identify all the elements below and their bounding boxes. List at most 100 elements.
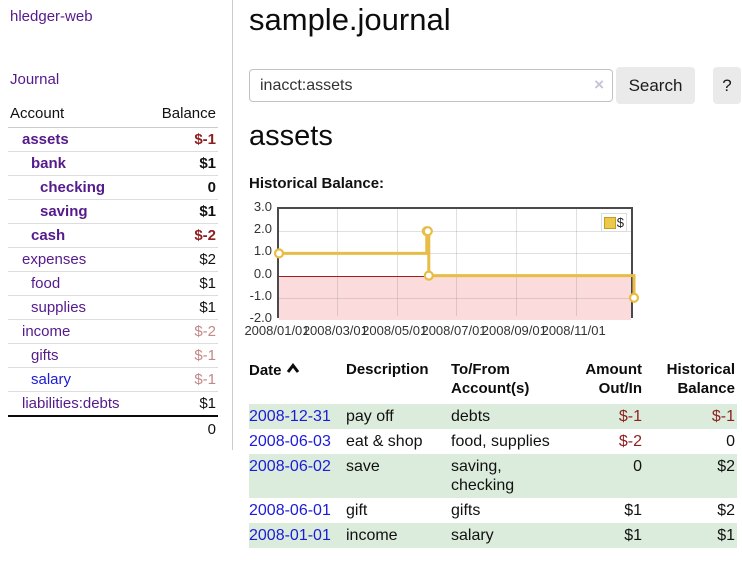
transaction-date-link[interactable]: 2008-01-01 bbox=[249, 527, 331, 544]
transaction-balance: $-1 bbox=[644, 404, 737, 429]
account-link[interactable]: salary bbox=[31, 371, 72, 388]
accounts-header-account: Account bbox=[8, 101, 146, 128]
transaction-accounts: debts bbox=[451, 404, 563, 429]
account-balance: $1 bbox=[145, 151, 218, 176]
accounts-total-value: 0 bbox=[145, 415, 218, 442]
account-balance: $-1 bbox=[145, 343, 218, 368]
transaction-date-link[interactable]: 2008-12-31 bbox=[249, 408, 331, 425]
page-title: sample.journal bbox=[249, 2, 451, 37]
y-axis-tick-label: -2.0 bbox=[249, 310, 272, 325]
account-row: supplies $1 bbox=[8, 295, 218, 320]
account-balance: $1 bbox=[145, 199, 218, 224]
account-balance: $-2 bbox=[145, 319, 218, 344]
x-axis-tick-label: 2008/07/01 bbox=[421, 323, 487, 338]
transaction-date-cell: 2008-12-31 bbox=[249, 404, 346, 429]
transaction-balance: $1 bbox=[644, 523, 737, 548]
transaction-balance: 0 bbox=[726, 433, 735, 450]
search-input[interactable] bbox=[249, 69, 613, 102]
transaction-description: pay off bbox=[346, 404, 451, 429]
transaction-amount: $1 bbox=[563, 523, 644, 548]
chart-negative-region bbox=[279, 275, 631, 320]
account-row: liabilities:debts $1 bbox=[8, 392, 218, 417]
transaction-accounts: saving, checking bbox=[451, 454, 563, 498]
x-axis-tick-label: 2008/11/01 bbox=[541, 323, 606, 338]
column-header-label: To/From Account(s) bbox=[451, 361, 530, 397]
help-button[interactable]: ? bbox=[713, 67, 741, 104]
account-cell: salary bbox=[8, 367, 146, 392]
app-title-link[interactable]: hledger-web bbox=[10, 8, 93, 25]
account-row: checking 0 bbox=[8, 175, 218, 200]
historical-balance-chart: $ 3.0 2.0 1.0 0.0 -1.0 -2.0 2008/01/01 2008/03/… bbox=[244, 199, 742, 352]
account-link[interactable]: expenses bbox=[22, 251, 87, 268]
transaction-date-link[interactable]: 2008-06-03 bbox=[249, 433, 331, 450]
account-link[interactable]: bank bbox=[31, 155, 67, 172]
transaction-row: 2008-06-03 eat & shop food, supplies $-2 0 bbox=[249, 429, 737, 454]
chart-horizontal-gridline bbox=[279, 297, 631, 299]
column-header-date[interactable]: Date bbox=[249, 358, 346, 404]
account-balance: $2 bbox=[145, 247, 218, 272]
chart-vertical-gridline bbox=[337, 209, 339, 316]
transaction-row: 2008-06-01 gift gifts $1 $2 bbox=[249, 498, 737, 523]
search-input-wrap: × bbox=[249, 69, 613, 102]
account-row: cash $-2 bbox=[8, 223, 218, 248]
account-link[interactable]: liabilities:debts bbox=[22, 395, 120, 412]
account-link[interactable]: checking bbox=[40, 179, 106, 196]
transaction-date-cell: 2008-06-01 bbox=[249, 498, 346, 523]
y-axis-tick-label: 3.0 bbox=[253, 199, 272, 214]
chart-horizontal-gridline bbox=[279, 253, 631, 255]
account-cell: expenses bbox=[8, 247, 146, 272]
transaction-date-link[interactable]: 2008-06-01 bbox=[249, 502, 331, 519]
account-row: food $1 bbox=[8, 271, 218, 296]
account-link[interactable]: assets bbox=[22, 131, 69, 148]
chart-vertical-gridline bbox=[396, 209, 398, 316]
account-link[interactable]: saving bbox=[40, 203, 88, 220]
account-cell: income bbox=[8, 319, 146, 344]
account-link[interactable]: income bbox=[22, 323, 71, 340]
sidebar: hledger-web Journal Account Balance asse… bbox=[0, 0, 233, 450]
transaction-amount: $-1 bbox=[563, 404, 644, 429]
account-row: assets $-1 bbox=[8, 127, 218, 152]
data-point-marker bbox=[422, 226, 433, 237]
account-link[interactable]: supplies bbox=[31, 299, 87, 316]
transaction-accounts: gifts bbox=[451, 502, 481, 519]
account-link[interactable]: cash bbox=[31, 227, 66, 244]
nav-journal-link[interactable]: Journal bbox=[10, 71, 60, 88]
account-balance: $1 bbox=[145, 295, 218, 320]
balance-step-line bbox=[273, 226, 640, 303]
account-cell: supplies bbox=[8, 295, 146, 320]
chart-legend: $ bbox=[600, 213, 627, 232]
transaction-date-cell: 2008-06-03 bbox=[249, 429, 346, 454]
column-header-balance: Historical Balance bbox=[644, 358, 737, 404]
legend-label: $ bbox=[616, 215, 624, 230]
transaction-balance: $2 bbox=[644, 454, 737, 498]
search-button[interactable]: Search bbox=[616, 67, 695, 104]
chart-heading: Historical Balance: bbox=[249, 175, 385, 192]
account-heading: assets bbox=[249, 120, 333, 152]
transaction-accounts: food, supplies bbox=[451, 433, 550, 450]
account-row: expenses $2 bbox=[8, 247, 218, 272]
column-header-description: Description bbox=[346, 358, 451, 404]
clear-search-icon[interactable]: × bbox=[594, 75, 604, 94]
account-link[interactable]: food bbox=[31, 275, 61, 292]
transaction-date-link[interactable]: 2008-06-02 bbox=[249, 458, 331, 475]
y-axis-tick-label: -1.0 bbox=[249, 287, 272, 303]
chart-vertical-gridline bbox=[456, 209, 458, 316]
transactions-table: Date Description To/From Account(s) Amount … bbox=[249, 358, 737, 548]
account-cell: checking bbox=[8, 175, 146, 200]
legend-swatch-icon bbox=[603, 216, 616, 229]
account-cell: gifts bbox=[8, 343, 146, 368]
account-row: gifts $-1 bbox=[8, 343, 218, 368]
account-balance: $-1 bbox=[145, 127, 218, 152]
account-cell: saving bbox=[8, 199, 146, 224]
x-axis-tick-label: 2008/05/01 bbox=[362, 323, 428, 338]
account-link[interactable]: gifts bbox=[31, 347, 59, 364]
transaction-amount: 0 bbox=[563, 454, 644, 498]
y-axis-tick-label: 2.0 bbox=[253, 221, 272, 237]
main-content: sample.journal × Search ? assets Histori… bbox=[244, 0, 742, 582]
column-header-amount: Amount Out/In bbox=[563, 358, 644, 404]
account-balance: $-1 bbox=[145, 367, 218, 392]
account-cell: food bbox=[8, 271, 146, 296]
x-axis-tick-label: 2008/03/01 bbox=[302, 323, 368, 338]
account-row: income $-2 bbox=[8, 319, 218, 344]
transaction-row: 2008-06-02 save saving, checking 0 $2 bbox=[249, 454, 737, 498]
